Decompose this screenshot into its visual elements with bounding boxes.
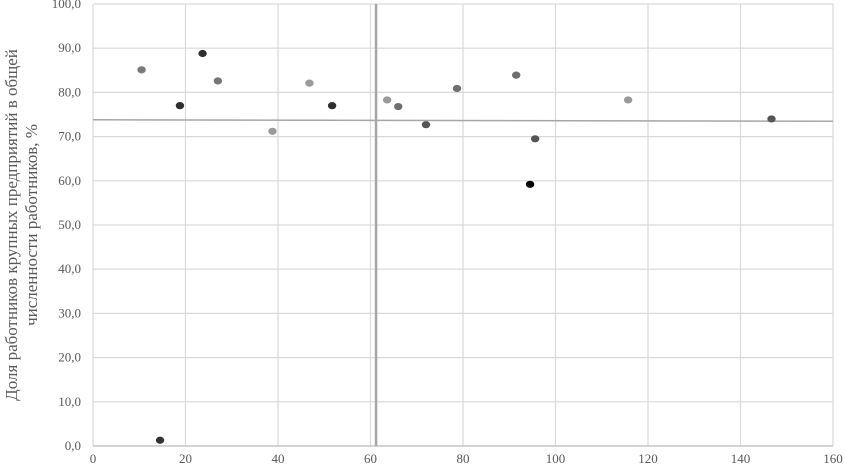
data-point bbox=[305, 79, 314, 87]
y-tick-label: 50,0 bbox=[58, 217, 81, 232]
data-point bbox=[137, 66, 146, 74]
y-tick-label: 90,0 bbox=[58, 40, 81, 55]
x-tick-label: 20 bbox=[179, 451, 192, 466]
y-axis-label-line-2: численности работников, % bbox=[22, 124, 41, 326]
x-tick-label: 140 bbox=[731, 451, 751, 466]
data-point bbox=[530, 135, 540, 143]
y-tick-label: 10,0 bbox=[58, 394, 81, 409]
data-point bbox=[327, 102, 337, 110]
x-tick-label: 100 bbox=[546, 451, 566, 466]
y-tick-label: 100,0 bbox=[52, 0, 81, 11]
data-point bbox=[767, 115, 776, 123]
y-tick-label: 60,0 bbox=[58, 173, 81, 188]
x-tick-label: 40 bbox=[272, 451, 285, 466]
data-point bbox=[623, 96, 633, 104]
data-point bbox=[175, 102, 185, 110]
data-point bbox=[382, 96, 392, 104]
y-tick-label: 30,0 bbox=[58, 305, 81, 320]
data-point bbox=[394, 102, 403, 111]
data-point bbox=[268, 127, 277, 135]
data-point bbox=[452, 84, 462, 93]
x-tick-label: 60 bbox=[364, 451, 377, 466]
data-point bbox=[525, 180, 535, 188]
data-point bbox=[213, 77, 223, 85]
x-tick-label: 0 bbox=[90, 451, 97, 466]
y-tick-label: 70,0 bbox=[58, 129, 81, 144]
x-tick-label: 160 bbox=[823, 451, 843, 466]
y-tick-label: 80,0 bbox=[58, 84, 81, 99]
data-point bbox=[155, 436, 165, 444]
grid bbox=[92, 3, 834, 447]
reference-lines bbox=[92, 4, 834, 446]
y-tick-label: 20,0 bbox=[58, 350, 81, 365]
data-point bbox=[421, 121, 431, 129]
horizontal-mean-line bbox=[92, 118, 834, 122]
data-point bbox=[511, 71, 521, 79]
data-points bbox=[137, 49, 776, 444]
x-tick-label: 120 bbox=[638, 451, 658, 466]
y-tick-labels: 0,0 10,0 20,0 30,0 40,0 50,0 60,0 70,0 80,0 90,0 1… bbox=[52, 0, 81, 453]
data-point bbox=[198, 49, 207, 58]
x-tick-labels: 0 20 40 60 80 100 120 140 160 bbox=[90, 451, 843, 466]
y-tick-label: 40,0 bbox=[58, 261, 81, 276]
y-tick-label: 0,0 bbox=[65, 438, 81, 453]
x-tick-label: 80 bbox=[457, 451, 470, 466]
y-axis-label-line-1: Доля работников крупных предприятий в об… bbox=[2, 49, 21, 401]
